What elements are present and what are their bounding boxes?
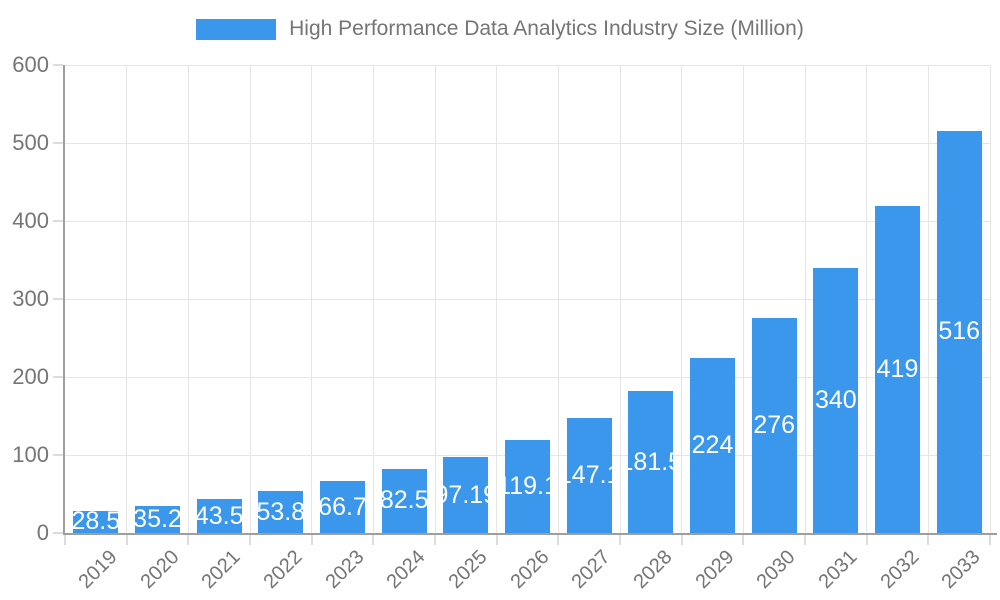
gridline-vertical <box>434 65 436 533</box>
x-axis-tick <box>804 535 806 545</box>
bar-value-label: 28.5 <box>73 510 119 533</box>
gridline-horizontal <box>65 376 990 378</box>
bar-value-label: 340 <box>814 385 857 414</box>
bar-2023: 66.7 <box>320 481 365 533</box>
x-axis-tick <box>865 535 868 545</box>
bar-value-label: 516 <box>938 317 981 346</box>
x-axis-tick <box>434 535 436 545</box>
x-axis-tick <box>680 535 683 545</box>
gridline-horizontal <box>65 298 990 300</box>
x-axis-tick <box>125 535 128 545</box>
y-axis-tick <box>53 532 63 534</box>
y-axis-tick-label: 500 <box>12 130 49 155</box>
x-axis-tick <box>310 535 313 545</box>
gridline-vertical <box>989 65 991 533</box>
gridline-vertical <box>804 65 806 533</box>
gridline-vertical <box>681 65 683 533</box>
y-axis-tick <box>53 142 63 144</box>
bar-value-label: 35.2 <box>135 505 180 533</box>
y-axis-tick-label: 100 <box>12 442 49 467</box>
x-axis-tick <box>557 535 560 545</box>
gridline-vertical <box>126 65 128 533</box>
gridline-vertical <box>619 65 621 533</box>
x-axis-label: 2019 <box>74 546 122 594</box>
chart-title: High Performance Data Analytics Industry… <box>289 17 804 40</box>
y-axis-tick <box>53 376 63 378</box>
plot-area: 0 100 200 300 400 500 600 28.5 2019 35.2 2020 43.5 2… <box>12 52 997 593</box>
y-axis-tick-label: 600 <box>12 52 49 77</box>
y-axis-tick <box>53 454 63 456</box>
bar-value-label: 43.5 <box>196 501 242 530</box>
bar-value-label: 82.5 <box>381 486 427 515</box>
gridline-horizontal <box>65 64 990 66</box>
x-axis-tick <box>742 535 745 545</box>
bar-2027: 147.1 <box>566 418 612 533</box>
bar-2029: 224 <box>690 358 735 533</box>
bar-value-label: 53.8 <box>258 497 304 526</box>
bar-2024: 82.5 <box>381 468 427 533</box>
bar-value-label: 224 <box>691 431 734 460</box>
bar-2026: 119.1 <box>505 440 550 533</box>
x-axis-tick <box>619 535 621 545</box>
bar-2022: 53.8 <box>258 491 304 533</box>
x-axis-tick <box>64 535 66 545</box>
bar-2030: 276 <box>751 317 797 533</box>
bar-2033: 516 <box>936 130 982 533</box>
bar-2025: 97.19 <box>443 457 489 533</box>
bar-2031: 340 <box>813 267 859 533</box>
gridline-vertical <box>866 65 868 533</box>
gridline-horizontal <box>65 220 990 222</box>
x-axis-tick <box>249 535 251 545</box>
gridline-vertical <box>557 65 559 533</box>
bar-2021: 43.5 <box>196 499 242 533</box>
x-axis-tick <box>372 535 375 545</box>
bar-value-label: 97.19 <box>443 480 488 509</box>
gridline-vertical <box>249 65 251 533</box>
bar-value-label: 276 <box>753 410 796 439</box>
legend-swatch <box>196 18 277 40</box>
bar-2020: 35.2 <box>135 505 180 533</box>
gridline-vertical <box>742 65 744 533</box>
y-axis-line <box>63 65 65 535</box>
bar-2032: 419 <box>875 206 920 533</box>
x-axis-tick <box>927 535 930 545</box>
bar-value-label: 419 <box>876 355 919 384</box>
y-axis-tick <box>53 220 63 222</box>
x-axis-tick <box>495 535 498 545</box>
gridline-horizontal <box>65 142 990 144</box>
gridline-vertical <box>311 65 313 533</box>
y-axis-tick <box>53 64 63 66</box>
gridline-vertical <box>372 65 374 533</box>
bar-value-label: 181.5 <box>628 447 673 476</box>
bar-2028: 181.5 <box>628 391 674 533</box>
bar-value-label: 66.7 <box>320 492 365 521</box>
gridline-vertical <box>927 65 929 533</box>
x-axis-tick <box>187 535 190 545</box>
bar-2019: 28.5 <box>73 510 119 533</box>
legend-item[interactable]: High Performance Data Analytics Industry… <box>0 17 1000 41</box>
x-axis-tick <box>989 535 991 545</box>
bar-value-label: 119.1 <box>505 472 550 501</box>
y-axis-tick <box>53 298 63 300</box>
gridline-vertical <box>496 65 498 533</box>
x-axis-line <box>63 533 997 535</box>
y-axis-tick-label: 300 <box>12 286 49 311</box>
y-axis-tick-label: 200 <box>12 364 49 389</box>
gridline-vertical <box>187 65 189 533</box>
y-axis-tick-label: 0 <box>36 520 49 545</box>
bar-value-label: 147.1 <box>567 461 612 490</box>
y-axis-tick-label: 400 <box>12 208 49 233</box>
